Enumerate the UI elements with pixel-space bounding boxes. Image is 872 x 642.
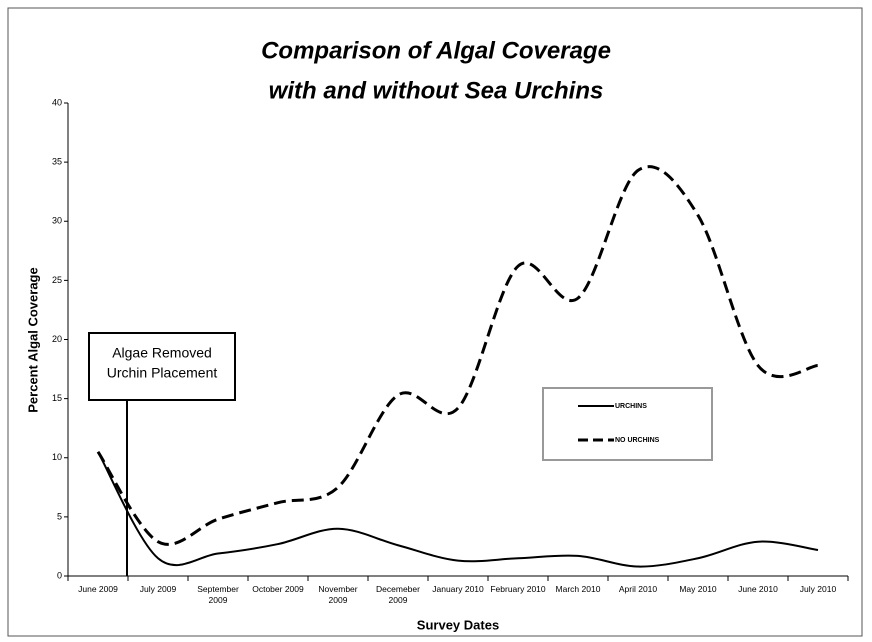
legend-box — [542, 387, 713, 461]
x-tick-label: Decemeber 2009 — [376, 584, 420, 605]
series-line — [97, 451, 819, 568]
y-tick-label: 30 — [52, 216, 62, 226]
x-tick-label: September 2009 — [197, 584, 239, 605]
annotation-box — [88, 332, 236, 401]
legend-label: URCHINS — [615, 403, 647, 410]
chart-title: Comparison of Algal Coverage — [261, 37, 611, 64]
x-tick-label: November 2009 — [318, 584, 358, 605]
frame — [7, 7, 863, 637]
x-tick-label: March 2010 — [555, 584, 601, 594]
y-tick-label: 10 — [52, 452, 62, 462]
annotation: Algae Removed — [112, 345, 212, 361]
legend-label: NO URCHINS — [615, 437, 660, 444]
x-tick-label: October 2009 — [252, 584, 304, 594]
annotation: Urchin Placement — [107, 365, 218, 381]
y-tick-label: 25 — [52, 275, 62, 285]
x-tick-label: May 2010 — [679, 584, 717, 594]
y-tick-label: 15 — [52, 393, 62, 403]
x-axis-label: Survey Dates — [417, 617, 499, 632]
series-line — [96, 165, 819, 546]
x-tick-label: June 2010 — [738, 584, 778, 594]
x-tick-label: February 2010 — [490, 584, 546, 594]
y-tick-label: 20 — [52, 334, 62, 344]
x-tick-label: July 2009 — [139, 584, 177, 594]
y-tick-label: 40 — [52, 97, 62, 107]
y-tick-label: 5 — [57, 511, 62, 521]
y-tick-label: 35 — [52, 157, 62, 167]
y-axis-label: Percent Algal Coverage — [25, 267, 40, 412]
x-tick-label: January 2010 — [432, 584, 484, 594]
y-tick-label: 0 — [57, 570, 62, 580]
chart-title: with and without Sea Urchins — [269, 77, 604, 104]
x-tick-label: July 2010 — [799, 584, 837, 594]
x-tick-label: April 2010 — [618, 584, 658, 594]
x-tick-label: June 2009 — [78, 584, 118, 594]
